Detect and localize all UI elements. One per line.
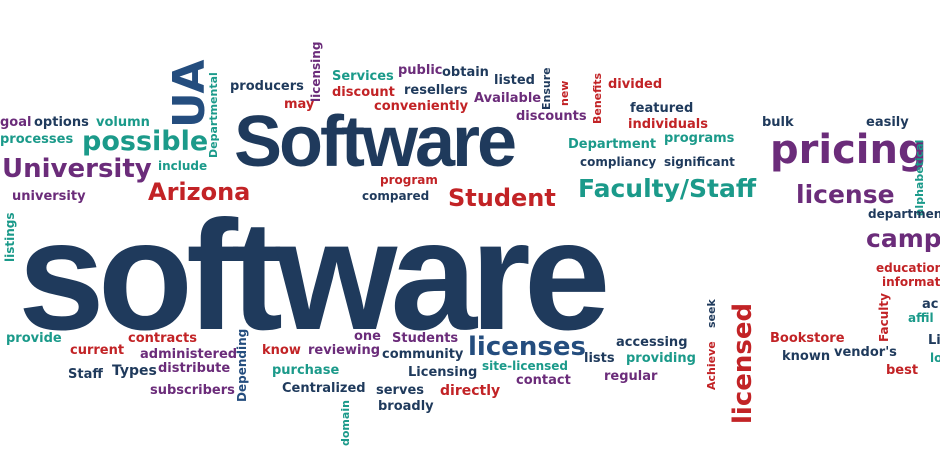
word-program: program: [380, 173, 438, 187]
word-purchase: purchase: [272, 363, 340, 378]
word-licensed: licensed: [728, 302, 758, 424]
word-licenses: licenses: [468, 332, 586, 362]
word-directly: directly: [440, 383, 501, 399]
word-regular: regular: [604, 369, 658, 384]
word-discount: discount: [332, 85, 395, 100]
word-information: information: [882, 275, 940, 289]
word-administered: administered: [140, 347, 238, 362]
word-faculty-staff: Faculty/Staff: [578, 174, 757, 203]
word-providing: providing: [626, 351, 696, 366]
word-ac: ac: [922, 297, 939, 312]
word-producers: producers: [230, 79, 304, 94]
word-bookstore: Bookstore: [770, 331, 845, 346]
word-public: public: [398, 63, 443, 78]
word-possible: possible: [82, 126, 209, 157]
word-achieve: Achieve: [705, 341, 718, 390]
word-include: include: [158, 159, 208, 173]
word-faculty: Faculty: [877, 293, 891, 342]
word-lo: lo: [930, 351, 940, 365]
word-reviewing: reviewing: [308, 343, 381, 358]
word-may: may: [284, 97, 315, 112]
word-pricing: pricing: [770, 127, 927, 173]
word-compliancy: compliancy: [580, 155, 657, 169]
word-obtain: obtain: [442, 65, 489, 80]
word-listed: listed: [494, 73, 535, 88]
word-compared: compared: [362, 189, 430, 203]
word-processes: processes: [0, 132, 74, 147]
word-student: Student: [448, 184, 556, 212]
word-featured: featured: [630, 101, 694, 116]
word-discounts: discounts: [516, 109, 587, 124]
word-broadly: broadly: [378, 399, 434, 414]
word-university: University: [2, 154, 152, 184]
word-affil: affil: [908, 311, 934, 325]
word-department: Department: [568, 137, 657, 152]
word-educational: educational: [876, 261, 940, 275]
word-domain: domain: [339, 400, 352, 446]
word-serves: serves: [376, 383, 424, 398]
word-easily: easily: [866, 115, 909, 130]
word-know: know: [262, 343, 301, 358]
word-community: community: [382, 347, 464, 362]
word-subscribers: subscribers: [150, 383, 235, 398]
word-significant: significant: [664, 155, 735, 169]
word-benefits: Benefits: [591, 72, 604, 124]
word-students: Students: [392, 331, 459, 346]
word-alphabetical: alphabetical: [913, 139, 926, 216]
word-licensing-vertical: licensing: [309, 41, 323, 102]
word-listings: listings: [3, 212, 17, 263]
word-resellers: resellers: [404, 83, 468, 98]
word-distribute: distribute: [158, 361, 231, 376]
word-contracts: contracts: [128, 331, 197, 346]
word-software-capital: Software: [234, 102, 517, 182]
word-ensure: Ensure: [540, 67, 553, 110]
word-campus: campus: [866, 224, 940, 253]
word-new: new: [558, 80, 571, 106]
word-university-lower: university: [12, 189, 86, 204]
word-provide: provide: [6, 331, 62, 346]
word-volumn: volumn: [96, 115, 150, 130]
word-license: license: [796, 180, 895, 209]
word-seek: seek: [705, 299, 718, 328]
word-staff: Staff: [68, 367, 103, 382]
word-lists: lists: [584, 351, 615, 366]
word-individuals: individuals: [628, 117, 708, 132]
word-one: one: [354, 329, 382, 344]
word-divided: divided: [608, 77, 663, 92]
word-available: Available: [474, 91, 542, 106]
word-conveniently: conveniently: [374, 99, 469, 114]
word-programs: programs: [664, 131, 735, 146]
word-licensing: Licensing: [408, 365, 478, 380]
word-centralized: Centralized: [282, 381, 366, 396]
word-departments: departments: [868, 207, 940, 221]
word-bulk: bulk: [762, 115, 794, 130]
word-li: Li: [928, 333, 940, 348]
word-arizona: Arizona: [148, 178, 251, 206]
word-software-main: software: [18, 189, 611, 363]
word-current: current: [70, 343, 125, 358]
word-site-licensed: site-licensed: [482, 359, 569, 373]
word-best: best: [886, 363, 919, 378]
word-services: Services: [332, 69, 394, 84]
word-depending: Depending: [235, 328, 249, 402]
word-ua: UA: [164, 59, 215, 128]
word-types: Types: [112, 363, 157, 379]
word-goal: goal: [0, 115, 32, 130]
word-contact: contact: [516, 373, 571, 388]
word-known: known: [782, 349, 831, 364]
word-accessing: accessing: [616, 335, 688, 350]
word-options: options: [34, 115, 89, 130]
word-departmental: Departmental: [207, 72, 220, 158]
word-vendors: vendor's: [834, 345, 897, 360]
